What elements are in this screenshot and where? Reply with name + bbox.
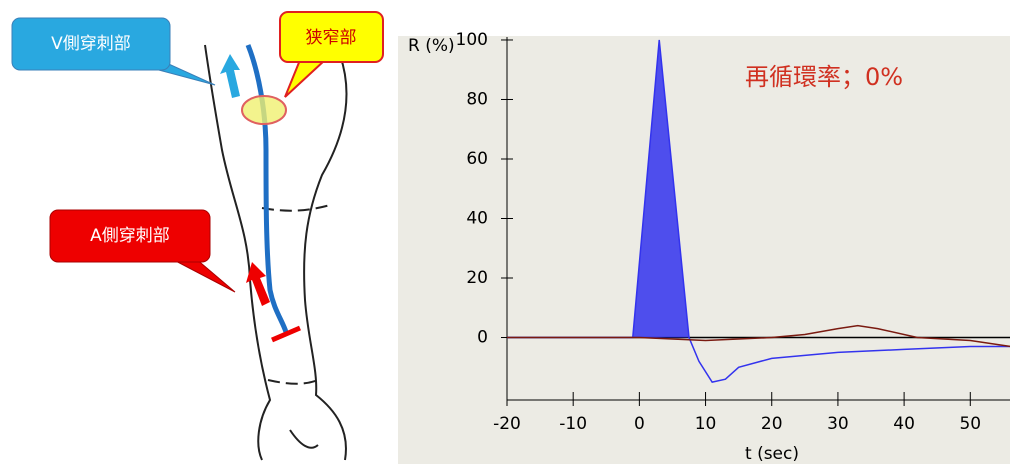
y-tick-label: 20 <box>466 268 488 288</box>
arm-outline <box>304 55 346 460</box>
y-tick-label: 40 <box>466 209 488 229</box>
wrist-line <box>268 380 318 384</box>
elbow-line <box>262 205 330 211</box>
thumb <box>290 430 318 448</box>
page: {"diagram": {"callouts": [{"label": "V側穿… <box>0 0 1010 468</box>
stenosis-marker <box>242 96 286 124</box>
annotation: 再循環率；0% <box>745 63 903 91</box>
x-tick-label: 50 <box>959 414 981 434</box>
callout-tail <box>170 258 235 292</box>
y-axis-label: R (%) <box>408 36 455 56</box>
x-tick-label: -20 <box>493 414 521 434</box>
figure: V側穿刺部 狭窄部 A側穿刺部 0 20 40 60 80 100 -20 -10 0 10 20 3… <box>0 0 1010 464</box>
x-tick-label: 40 <box>893 414 915 434</box>
y-tick-label: 80 <box>466 89 488 109</box>
x-tick-label: 20 <box>761 414 783 434</box>
x-tick-label: 0 <box>634 414 645 434</box>
callout-label: 狭窄部 <box>306 28 357 48</box>
callout-tail <box>285 60 325 97</box>
vessel <box>248 45 286 332</box>
x-tick-label: -10 <box>559 414 587 434</box>
x-tick-label: 10 <box>695 414 717 434</box>
y-tick-label: 0 <box>477 328 488 348</box>
y-tick-label: 60 <box>466 149 488 169</box>
x-tick-label: 30 <box>827 414 849 434</box>
x-axis-label: t (sec) <box>745 444 799 464</box>
y-tick-label: 100 <box>456 30 488 50</box>
arrow-v <box>220 54 240 98</box>
callout-label: A側穿刺部 <box>90 226 170 246</box>
callout-label: V側穿刺部 <box>51 34 131 54</box>
